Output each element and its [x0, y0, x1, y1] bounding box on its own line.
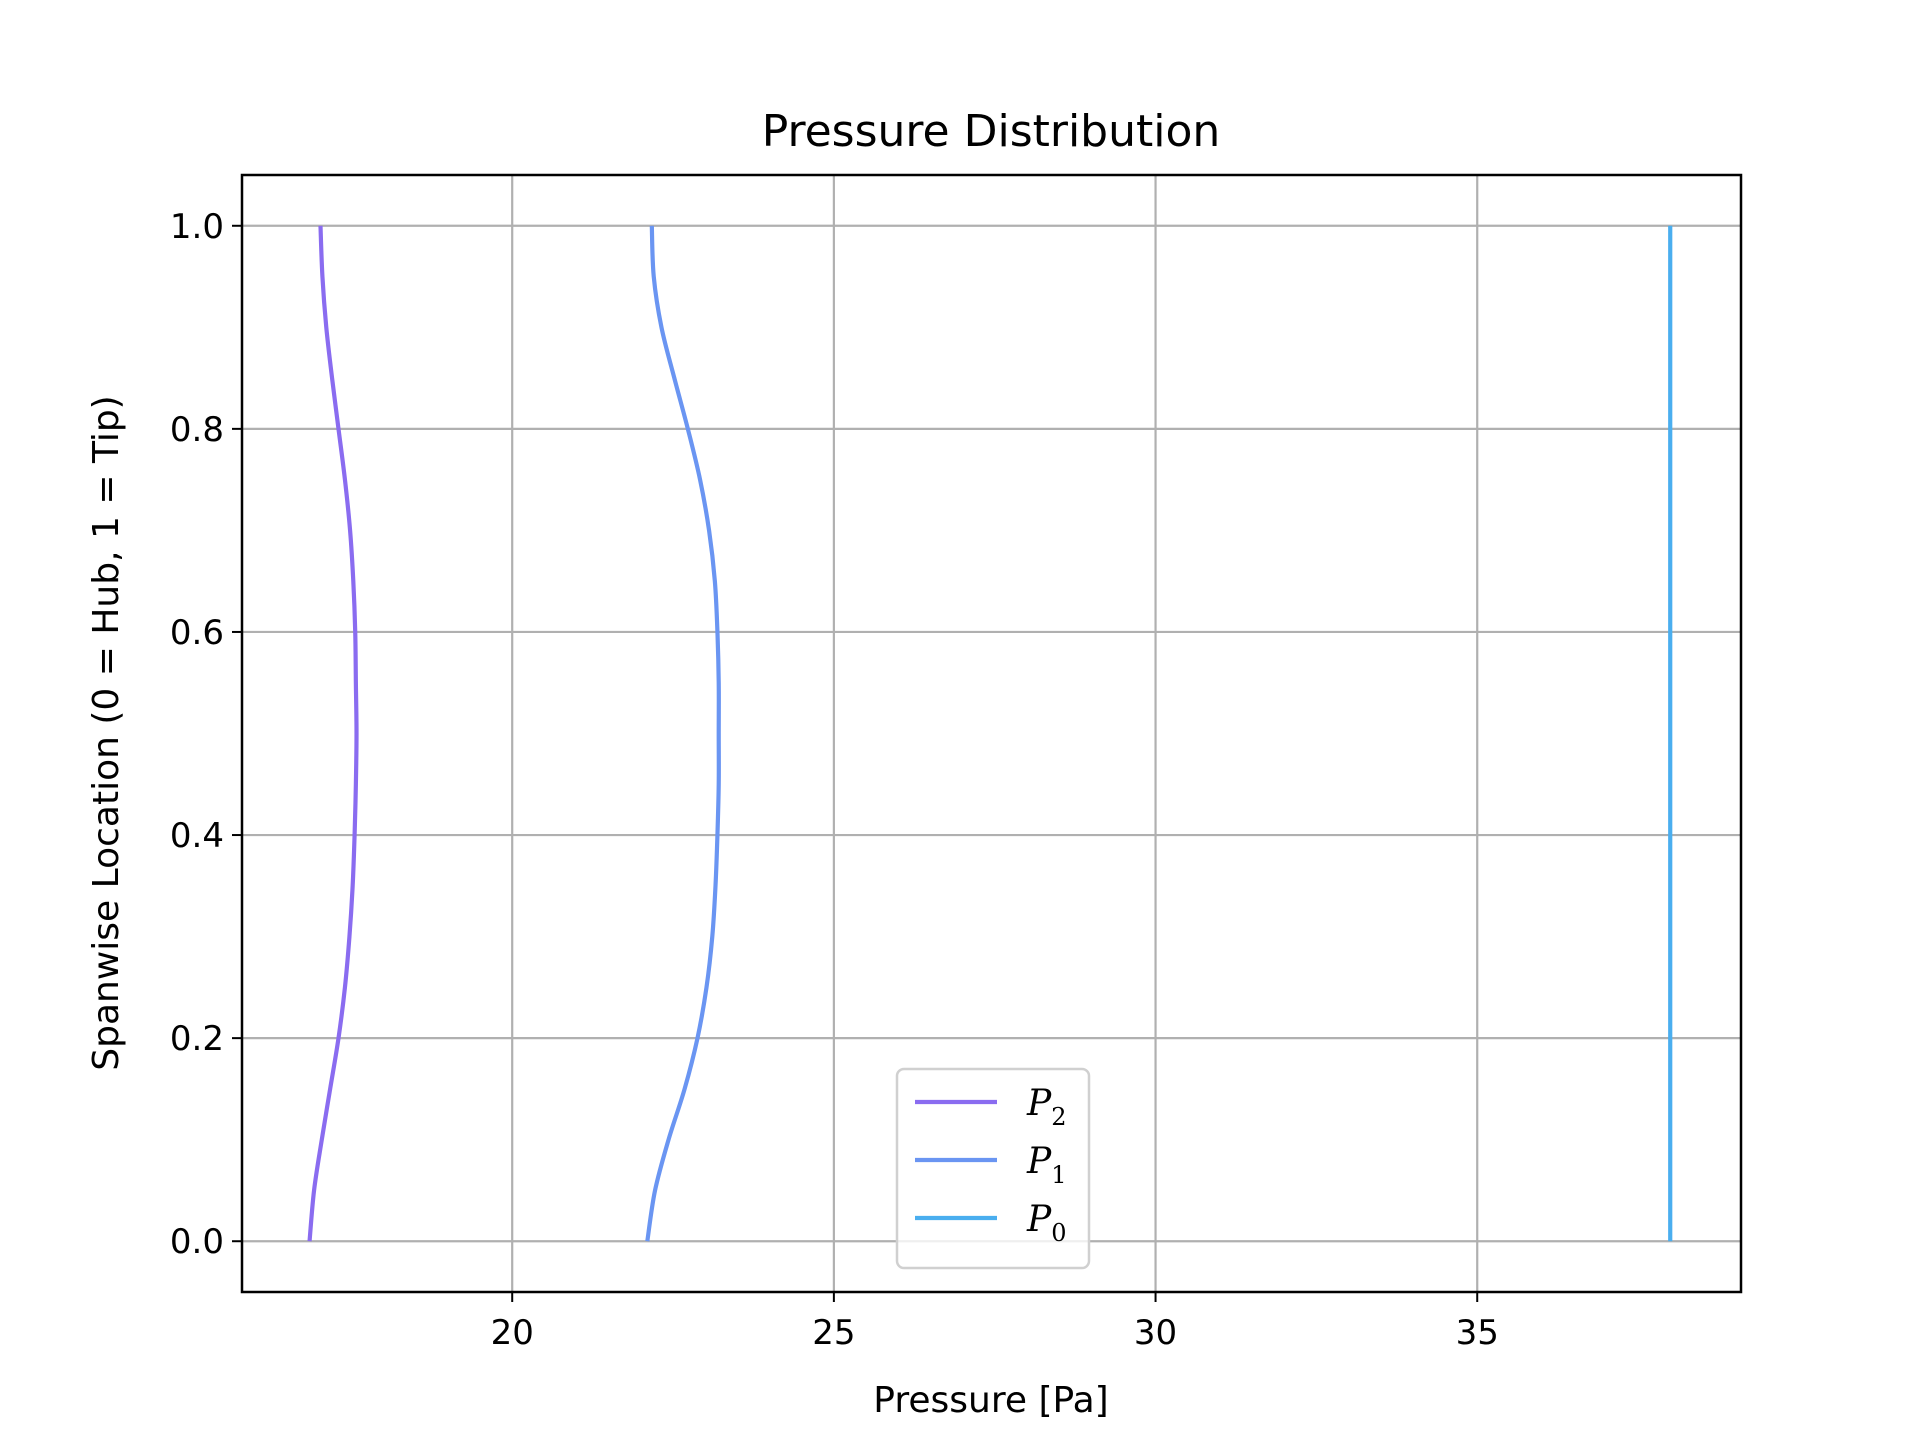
- ticks: 20 25 30 35 0.0 0.2 0.4 0.6 0.8 1.0: [170, 207, 1499, 1353]
- grid: [242, 175, 1741, 1292]
- x-axis-label: Pressure [Pa]: [873, 1380, 1108, 1421]
- x-tick-label: 35: [1456, 1313, 1499, 1353]
- y-tick-label: 0.4: [170, 816, 224, 856]
- y-tick-label: 0.6: [170, 613, 224, 653]
- y-tick-label: 0.0: [170, 1222, 224, 1262]
- plot-frame: [240, 173, 1743, 1294]
- y-axis-label: Spanwise Location (0 = Hub, 1 = Tip): [86, 395, 127, 1070]
- x-tick-label: 20: [491, 1313, 534, 1353]
- y-tick-label: 0.2: [170, 1019, 224, 1059]
- chart-title: Pressure Distribution: [762, 106, 1221, 157]
- x-tick-label: 25: [812, 1313, 855, 1353]
- series-layer: [307, 225, 1673, 1242]
- y-tick-label: 0.8: [170, 410, 224, 450]
- x-tick-label: 30: [1134, 1313, 1177, 1353]
- series-line-p2: [307, 225, 359, 1242]
- y-tick-label: 1.0: [170, 207, 224, 247]
- series-line-p1: [645, 225, 721, 1242]
